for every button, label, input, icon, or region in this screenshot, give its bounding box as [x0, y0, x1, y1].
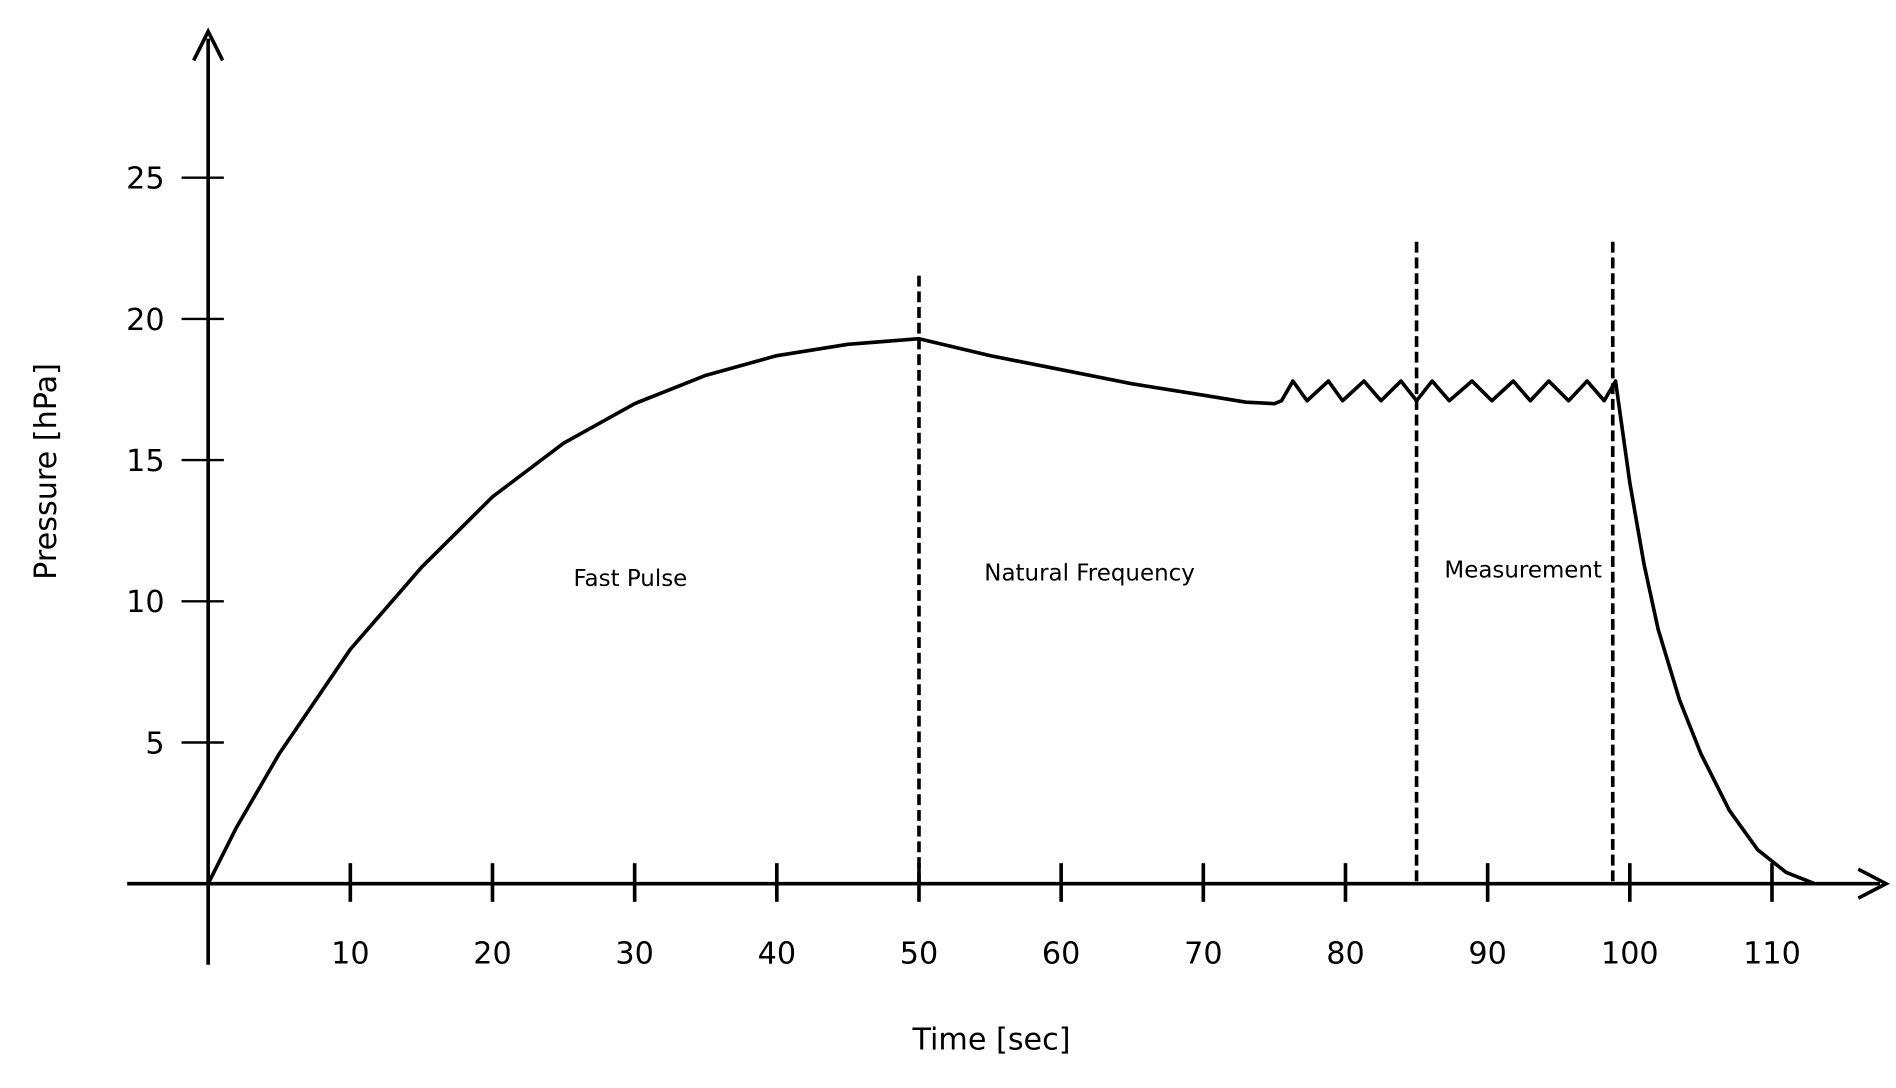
phase-label: Natural Frequency	[984, 560, 1195, 586]
y-tick-label: 25	[126, 162, 164, 197]
pressure-series-line	[206, 336, 1816, 886]
x-tick-label: 80	[1326, 936, 1364, 971]
phase-label: Fast Pulse	[573, 566, 687, 592]
y-axis-label: Pressure [hPa]	[29, 363, 64, 580]
y-tick-label: 10	[126, 585, 164, 620]
y-tick-label: 20	[126, 303, 164, 338]
y-tick-label: 5	[145, 726, 164, 761]
x-tick-label: 50	[900, 936, 938, 971]
x-tick-label: 70	[1184, 936, 1222, 971]
phase-label: Measurement	[1444, 557, 1602, 583]
y-axis-arrow	[192, 27, 225, 62]
x-tick-label: 60	[1042, 936, 1080, 971]
x-tick-label: 40	[758, 936, 796, 971]
x-tick-label: 10	[331, 936, 369, 971]
x-tick-label: 90	[1468, 936, 1506, 971]
x-tick-label: 30	[615, 936, 653, 971]
x-tick-label: 20	[473, 936, 511, 971]
x-axis-arrow	[1857, 867, 1891, 900]
x-tick-label: 110	[1743, 936, 1801, 971]
x-tick-label: 100	[1601, 936, 1659, 971]
axes	[127, 27, 1891, 965]
x-axis-label: Time [sec]	[911, 1022, 1070, 1057]
y-tick-label: 15	[126, 444, 164, 479]
